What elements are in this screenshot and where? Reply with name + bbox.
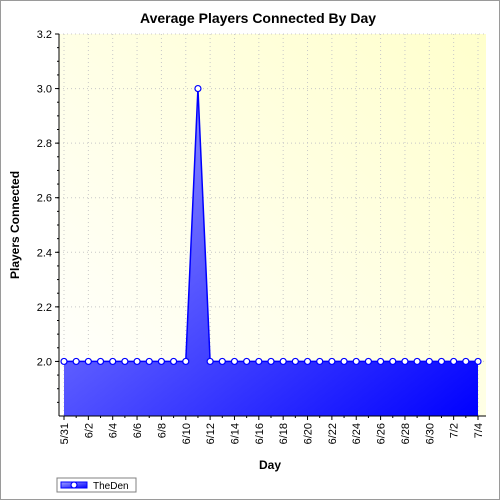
data-point-marker (109, 357, 117, 366)
x-tick-label: 6/18 (278, 423, 290, 444)
data-point-marker (316, 357, 324, 366)
data-point-marker (291, 357, 299, 366)
legend: TheDen (56, 477, 137, 493)
x-tick-label: 6/6 (132, 423, 144, 438)
y-tick-label: 3.0 (37, 84, 52, 96)
data-point-marker (340, 357, 348, 366)
legend-label: TheDen (93, 481, 129, 492)
data-point-marker (328, 357, 336, 366)
y-tick-label: 3.2 (37, 29, 52, 41)
data-point-marker (206, 357, 214, 366)
data-point-marker (169, 357, 178, 366)
y-tick-label: 2.8 (37, 138, 52, 150)
data-point-marker (121, 357, 129, 366)
x-tick-label: 6/24 (351, 423, 363, 444)
x-tick-label: 6/22 (327, 423, 339, 444)
data-point-marker (413, 357, 421, 366)
data-point-marker (255, 357, 263, 366)
data-point-marker (474, 357, 482, 366)
data-point-marker (218, 357, 226, 366)
x-tick-label: 7/2 (449, 423, 461, 438)
x-tick-label: 6/16 (254, 423, 266, 444)
data-point-marker (364, 357, 373, 366)
chart-title: Average Players Connected By Day (140, 10, 376, 26)
legend-marker-icon (70, 481, 78, 489)
data-point-marker (72, 357, 80, 366)
data-point-marker (437, 357, 446, 366)
data-point-marker (182, 357, 190, 366)
data-point-marker (376, 357, 385, 366)
y-tick-label: 2.2 (37, 302, 52, 314)
data-point-marker (157, 357, 166, 366)
plot-area-background (59, 34, 486, 416)
y-tick-label: 2.4 (37, 247, 52, 259)
x-tick-label: 6/20 (303, 423, 315, 444)
data-point-marker (60, 357, 68, 366)
data-point-marker (462, 357, 470, 366)
x-tick-label: 6/28 (400, 423, 412, 444)
x-axis-ticks: 5/31 6/2 6/4 6/6 6/8 6/10 6/12 6/14 6/16 6/18 6/20… (59, 416, 485, 444)
data-point-marker (303, 357, 312, 366)
data-point-marker (96, 357, 105, 366)
x-tick-label: 7/4 (473, 423, 485, 438)
x-tick-label: 6/2 (83, 423, 95, 438)
x-tick-label: 6/26 (376, 423, 388, 444)
x-tick-label: 6/4 (108, 423, 120, 438)
series-markers (60, 84, 482, 366)
data-point-marker (243, 357, 251, 366)
data-point-marker (425, 357, 433, 366)
data-point-marker (279, 357, 287, 366)
series-area-0 (64, 88, 478, 417)
x-tick-label: 6/12 (205, 423, 217, 444)
data-point-marker (352, 357, 360, 366)
x-tick-label: 6/10 (181, 423, 193, 444)
x-tick-label: 6/8 (156, 423, 168, 438)
y-tick-label: 2.0 (37, 356, 52, 368)
x-tick-label: 6/30 (424, 423, 436, 444)
data-point-marker (230, 357, 239, 366)
x-tick-label: 5/31 (59, 423, 71, 444)
data-point-marker (194, 84, 202, 93)
data-point-marker (267, 357, 275, 366)
data-point-marker (133, 357, 141, 366)
y-axis-title: Players Connected (8, 171, 22, 279)
y-tick-label: 2.6 (37, 193, 52, 205)
data-point-marker (389, 357, 397, 366)
x-tick-label: 6/14 (229, 423, 241, 444)
data-point-marker (401, 357, 409, 366)
data-point-marker (84, 357, 92, 366)
data-point-marker (450, 357, 458, 366)
y-axis-ticks: 2.0 2.2 2.4 2.6 2.8 3.0 3.2 (37, 29, 59, 403)
data-point-marker (145, 357, 153, 366)
x-axis-title: Day (259, 458, 281, 472)
